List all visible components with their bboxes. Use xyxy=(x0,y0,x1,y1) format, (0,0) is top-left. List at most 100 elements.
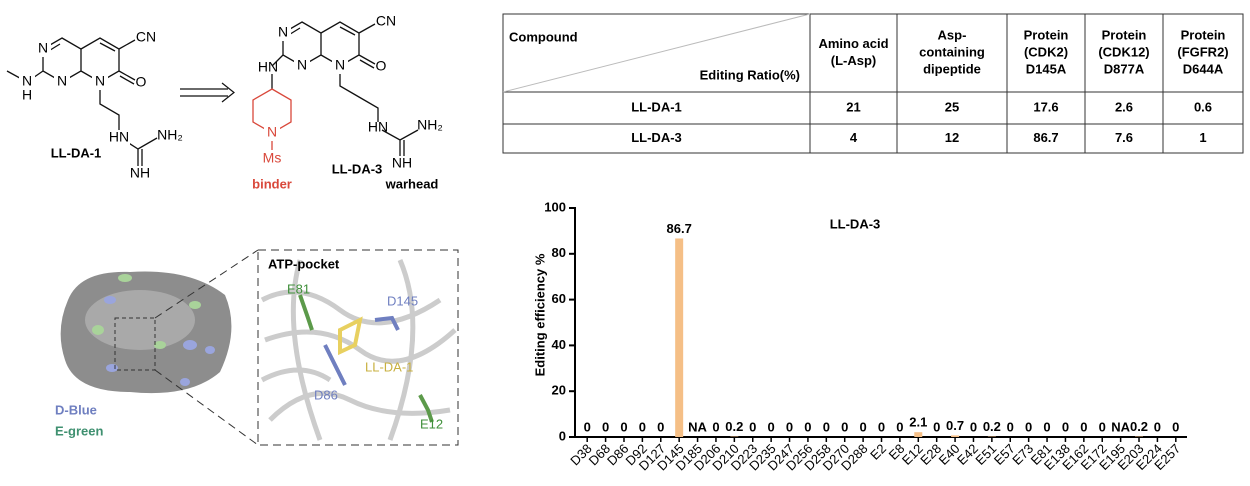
value-label: 0 xyxy=(896,419,903,434)
value-label: 0 xyxy=(1172,419,1179,434)
value-label: 0 xyxy=(1154,419,1161,434)
column-header: dipeptide xyxy=(923,61,981,76)
atom-label: N xyxy=(335,57,345,73)
value-label: 0 xyxy=(823,419,830,434)
warhead-label: warhead xyxy=(385,176,439,191)
column-header: (FGFR2) xyxy=(1177,44,1228,59)
table-cell: 7.6 xyxy=(1115,130,1133,145)
table-cell: 1 xyxy=(1199,130,1206,145)
bar xyxy=(951,435,960,437)
column-header: Asp- xyxy=(938,27,967,42)
value-label: 0 xyxy=(1062,419,1069,434)
bar-chart: 020406080100D380D680D860D920D1270D14586.… xyxy=(544,199,1183,473)
value-label: 2.1 xyxy=(909,415,927,430)
y-tick-label: 20 xyxy=(552,383,566,398)
compound-label: LL-DA-3 xyxy=(332,161,383,176)
atom-label: HN xyxy=(368,119,388,135)
table-cell: 4 xyxy=(850,130,858,145)
atom-label: HN xyxy=(258,59,278,75)
y-tick-label: 0 xyxy=(559,428,566,443)
molecule-ll-da-3: N N N CN O HN N Ms HN NH₂ NH LL-DA-3 bin… xyxy=(252,13,443,192)
column-header: Protein xyxy=(1181,27,1226,42)
residue-label: E12 xyxy=(420,416,443,431)
table-border xyxy=(502,13,1244,154)
value-label: 0 xyxy=(768,419,775,434)
atom-label: N xyxy=(38,40,48,56)
y-tick-label: 60 xyxy=(552,291,566,306)
residue-label: LL-DA-1 xyxy=(365,359,413,374)
legend-e: E-green xyxy=(55,423,103,438)
column-header: containing xyxy=(919,44,985,59)
column-header: (CDK12) xyxy=(1098,44,1149,59)
column-header: (CDK2) xyxy=(1024,44,1068,59)
atom-label: CN xyxy=(136,29,156,45)
value-label: 0 xyxy=(712,419,719,434)
compound-label: LL-DA-1 xyxy=(51,145,102,160)
atom-label: N xyxy=(297,57,307,73)
value-label: 0.2 xyxy=(983,419,1001,434)
reaction-arrow xyxy=(180,82,235,103)
column-header: D644A xyxy=(1183,61,1224,76)
value-label: 0 xyxy=(657,419,664,434)
value-label: 0 xyxy=(878,419,885,434)
table-cell: 17.6 xyxy=(1033,99,1058,114)
y-tick-label: 80 xyxy=(552,245,566,260)
chart-title: LL-DA-3 xyxy=(830,216,881,231)
value-label: 0.2 xyxy=(725,419,743,434)
inset-title: ATP-pocket xyxy=(268,256,340,271)
column-header: Amino acid xyxy=(818,36,888,51)
residue-label: D86 xyxy=(314,387,338,402)
legend-d: D-Blue xyxy=(55,402,97,417)
column-header: D145A xyxy=(1026,61,1067,76)
value-label: 0 xyxy=(1043,419,1050,434)
table-diagonal xyxy=(502,13,811,93)
residue-label: D145 xyxy=(387,293,418,308)
axes xyxy=(574,207,1187,438)
value-label: 0 xyxy=(859,419,866,434)
atom-label: NH xyxy=(392,155,412,171)
y-tick-label: 100 xyxy=(544,199,566,214)
value-label: 0.7 xyxy=(946,418,964,433)
row-header: LL-DA-1 xyxy=(631,99,682,114)
atom-label: N xyxy=(278,24,288,40)
value-label: 0 xyxy=(1099,419,1106,434)
value-label: 0 xyxy=(933,419,940,434)
atom-label: H xyxy=(22,87,32,103)
value-label: 0 xyxy=(620,419,627,434)
value-label: 0 xyxy=(804,419,811,434)
column-header: Protein xyxy=(1102,27,1147,42)
value-label: 0 xyxy=(1007,419,1014,434)
table-header: Editing Ratio(%) xyxy=(700,67,800,82)
table-cell: 12 xyxy=(945,130,959,145)
value-label: 0 xyxy=(1025,419,1032,434)
table: Compound Editing Ratio(%) Amino acid (L-Asp… xyxy=(502,13,1244,154)
bar xyxy=(675,238,684,437)
column-header: Protein xyxy=(1024,27,1069,42)
atom-label: Ms xyxy=(263,150,282,166)
column-header: D877A xyxy=(1104,61,1145,76)
atom-label: NH xyxy=(130,165,150,181)
atom-label: CN xyxy=(376,13,396,29)
residue-label: E81 xyxy=(287,281,310,296)
y-tick-label: 40 xyxy=(552,337,566,352)
protein-surface xyxy=(60,249,259,446)
table-cell: 2.6 xyxy=(1115,99,1133,114)
atom-label: NH₂ xyxy=(157,127,183,143)
value-label: 0 xyxy=(602,419,609,434)
atom-label: N xyxy=(267,124,277,140)
value-label: 86.7 xyxy=(667,221,692,236)
value-label: NA xyxy=(688,419,707,434)
atom-label: O xyxy=(376,58,387,74)
table-cell: 0.6 xyxy=(1194,99,1212,114)
atom-label: HN xyxy=(109,129,129,145)
atom-label: NH₂ xyxy=(417,117,443,133)
bar xyxy=(914,432,923,437)
value-label: 0 xyxy=(584,419,591,434)
atom-label: N xyxy=(22,73,32,89)
table-header: Compound xyxy=(509,29,578,44)
value-label: 0 xyxy=(639,419,646,434)
value-label: NA xyxy=(1111,419,1130,434)
atom-label: O xyxy=(136,74,147,90)
table-cell: 21 xyxy=(846,99,860,114)
